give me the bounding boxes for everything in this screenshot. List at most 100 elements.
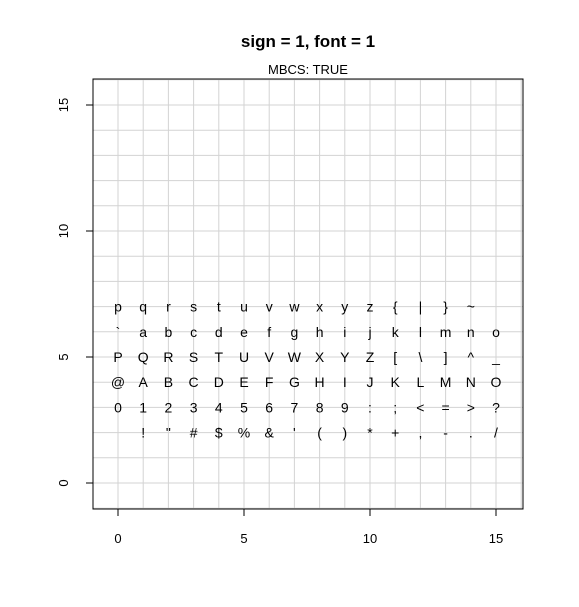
glyph-point: ! xyxy=(141,425,145,441)
glyph-point: ; xyxy=(393,399,397,415)
glyph-point: = xyxy=(442,399,450,415)
glyph-point: h xyxy=(316,324,324,340)
glyph-point: _ xyxy=(491,349,500,365)
glyph-point: | xyxy=(419,299,423,315)
glyph-point: X xyxy=(315,349,325,365)
glyph-point: $ xyxy=(215,425,223,441)
glyph-point: , xyxy=(418,425,422,441)
glyph-point: P xyxy=(113,349,122,365)
glyph-point: 9 xyxy=(341,399,349,415)
glyph-point: Y xyxy=(340,349,350,365)
glyph-point: & xyxy=(265,425,275,441)
glyph-point: * xyxy=(367,425,373,441)
glyph-point: l xyxy=(419,324,422,340)
x-tick-label: 10 xyxy=(363,531,377,546)
glyph-point: r xyxy=(166,299,171,315)
glyph-point: / xyxy=(494,425,498,441)
grid xyxy=(93,79,523,509)
glyph-point: \ xyxy=(418,349,422,365)
y-tick-label: 5 xyxy=(56,353,71,360)
glyph-point: S xyxy=(189,349,198,365)
glyph-point: t xyxy=(217,299,221,315)
glyph-point: ^ xyxy=(468,349,475,365)
glyph-point: d xyxy=(215,324,223,340)
x-tick-label: 5 xyxy=(240,531,247,546)
glyph-point: ( xyxy=(317,425,322,441)
glyph-point: u xyxy=(240,299,248,315)
glyph-point: z xyxy=(367,299,374,315)
y-tick-label: 10 xyxy=(56,224,71,238)
glyph-point: < xyxy=(416,399,424,415)
glyph-point: F xyxy=(265,374,274,390)
glyph-point: E xyxy=(239,374,248,390)
glyph-point: m xyxy=(440,324,452,340)
glyph-point: 3 xyxy=(190,399,198,415)
glyph-point: R xyxy=(163,349,173,365)
glyph-point: e xyxy=(240,324,248,340)
y-axis: 0 5 10 15 xyxy=(56,98,93,487)
chart-title: sign = 1, font = 1 xyxy=(241,32,375,51)
glyph-point: V xyxy=(265,349,275,365)
chart-subtitle: MBCS: TRUE xyxy=(268,62,348,77)
glyph-point: Q xyxy=(138,349,149,365)
glyph-point: W xyxy=(288,349,302,365)
glyph-point: g xyxy=(291,324,299,340)
glyph-point: 4 xyxy=(215,399,223,415)
glyph-point: % xyxy=(238,425,250,441)
glyph-point: ) xyxy=(342,425,347,441)
glyph-point: ' xyxy=(293,425,296,441)
glyph-point: 5 xyxy=(240,399,248,415)
glyph-point: p xyxy=(114,299,122,315)
glyph-point: s xyxy=(190,299,197,315)
glyph-point: I xyxy=(343,374,347,390)
glyph-point: D xyxy=(214,374,224,390)
glyph-point: N xyxy=(466,374,476,390)
glyph-point: # xyxy=(190,425,198,441)
glyph-point: + xyxy=(391,425,399,441)
glyph-point: O xyxy=(491,374,502,390)
glyph-point: ` xyxy=(116,324,121,340)
glyph-point: . xyxy=(469,425,473,441)
glyph-point: 6 xyxy=(265,399,273,415)
glyph-point: 0 xyxy=(114,399,122,415)
glyph-point: c xyxy=(190,324,197,340)
glyph-point: b xyxy=(165,324,173,340)
glyph-point: a xyxy=(139,324,147,340)
glyph-point: K xyxy=(391,374,401,390)
glyph-point: - xyxy=(443,425,448,441)
x-tick-label: 0 xyxy=(114,531,121,546)
glyph-point: 2 xyxy=(165,399,173,415)
glyph-point: B xyxy=(164,374,173,390)
glyph-point: q xyxy=(139,299,147,315)
glyph-point: C xyxy=(189,374,199,390)
y-tick-label: 0 xyxy=(56,479,71,486)
glyph-point: A xyxy=(139,374,149,390)
glyph-point: 8 xyxy=(316,399,324,415)
glyph-point: y xyxy=(341,299,348,315)
glyph-point: J xyxy=(367,374,374,390)
y-tick-label: 15 xyxy=(56,98,71,112)
glyph-point: 7 xyxy=(291,399,299,415)
plot-frame xyxy=(92,78,524,510)
glyph-point: ? xyxy=(492,399,500,415)
glyph-point: [ xyxy=(393,349,397,365)
glyph-point: i xyxy=(343,324,346,340)
glyph-points: ! " # $% & ' () * +, -. / 0 1 2 3 4 5 6 7 8 9:; < = > ? @ A B C D E F G H… xyxy=(111,299,502,441)
glyph-point: f xyxy=(267,324,271,340)
x-axis: 0 5 10 15 xyxy=(114,509,503,546)
glyph-point: Z xyxy=(366,349,375,365)
glyph-point: M xyxy=(440,374,452,390)
glyph-point: ] xyxy=(444,349,448,365)
glyph-point: } xyxy=(443,299,448,315)
glyph-point: w xyxy=(288,299,300,315)
glyph-point: o xyxy=(492,324,500,340)
glyph-point: v xyxy=(266,299,273,315)
glyph-point: { xyxy=(393,299,398,315)
glyph-point: n xyxy=(467,324,475,340)
glyph-point: @ xyxy=(111,374,125,390)
glyph-point: T xyxy=(215,349,224,365)
glyph-point: k xyxy=(392,324,400,340)
glyph-point: H xyxy=(315,374,325,390)
glyph-point: ~ xyxy=(467,299,475,315)
